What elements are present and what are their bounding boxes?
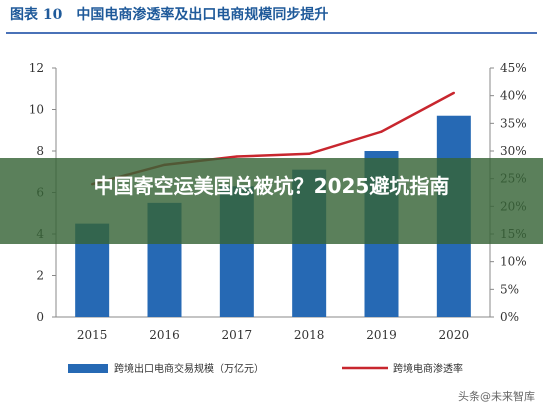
x-tick-label: 2017 — [222, 328, 253, 342]
y-right-tick-label: 0% — [500, 310, 519, 324]
line-point — [235, 155, 239, 158]
y-right-tick-label: 10% — [500, 255, 527, 269]
legend-label-bar: 跨境出口电商交易规模（万亿元） — [114, 362, 264, 375]
x-tick-label: 2018 — [294, 328, 325, 342]
line-point — [380, 130, 383, 133]
line-point — [452, 91, 456, 95]
y-right-tick-label: 30% — [500, 144, 527, 158]
legend-label-line: 跨境电商渗透率 — [393, 362, 463, 375]
headline-text: 中国寄空运美国总被坑？2025避坑指南 — [93, 174, 450, 198]
figure-title: 图表 10 中国电商渗透率及出口电商规模同步提升 — [10, 7, 329, 23]
y-right-tick-label: 5% — [500, 282, 519, 296]
y-left-tick-label: 0 — [36, 310, 44, 324]
watermark: 头条@未来智库 — [458, 390, 535, 403]
y-left-tick-label: 2 — [36, 269, 44, 283]
x-tick-label: 2020 — [439, 328, 470, 342]
y-right-tick-label: 45% — [500, 61, 527, 75]
x-tick-label: 2019 — [366, 328, 397, 342]
legend-swatch-bar — [68, 364, 108, 373]
title-divider — [6, 32, 537, 34]
headline-banner[interactable]: 中国寄空运美国总被坑？2025避坑指南 — [0, 158, 543, 244]
y-right-tick-label: 40% — [500, 89, 527, 103]
y-right-tick-label: 35% — [500, 116, 527, 130]
legend: 跨境出口电商交易规模（万亿元） 跨境电商渗透率 — [68, 362, 463, 375]
y-left-tick-label: 8 — [36, 144, 44, 158]
x-tick-label: 2016 — [149, 328, 180, 342]
line-point — [307, 152, 311, 155]
x-tick-label: 2015 — [77, 328, 108, 342]
x-tick-labels: 2015 2016 2017 2018 2019 2020 — [77, 328, 469, 342]
y-left-tick-label: 10 — [29, 103, 44, 117]
y-left-tick-label: 12 — [29, 61, 44, 75]
